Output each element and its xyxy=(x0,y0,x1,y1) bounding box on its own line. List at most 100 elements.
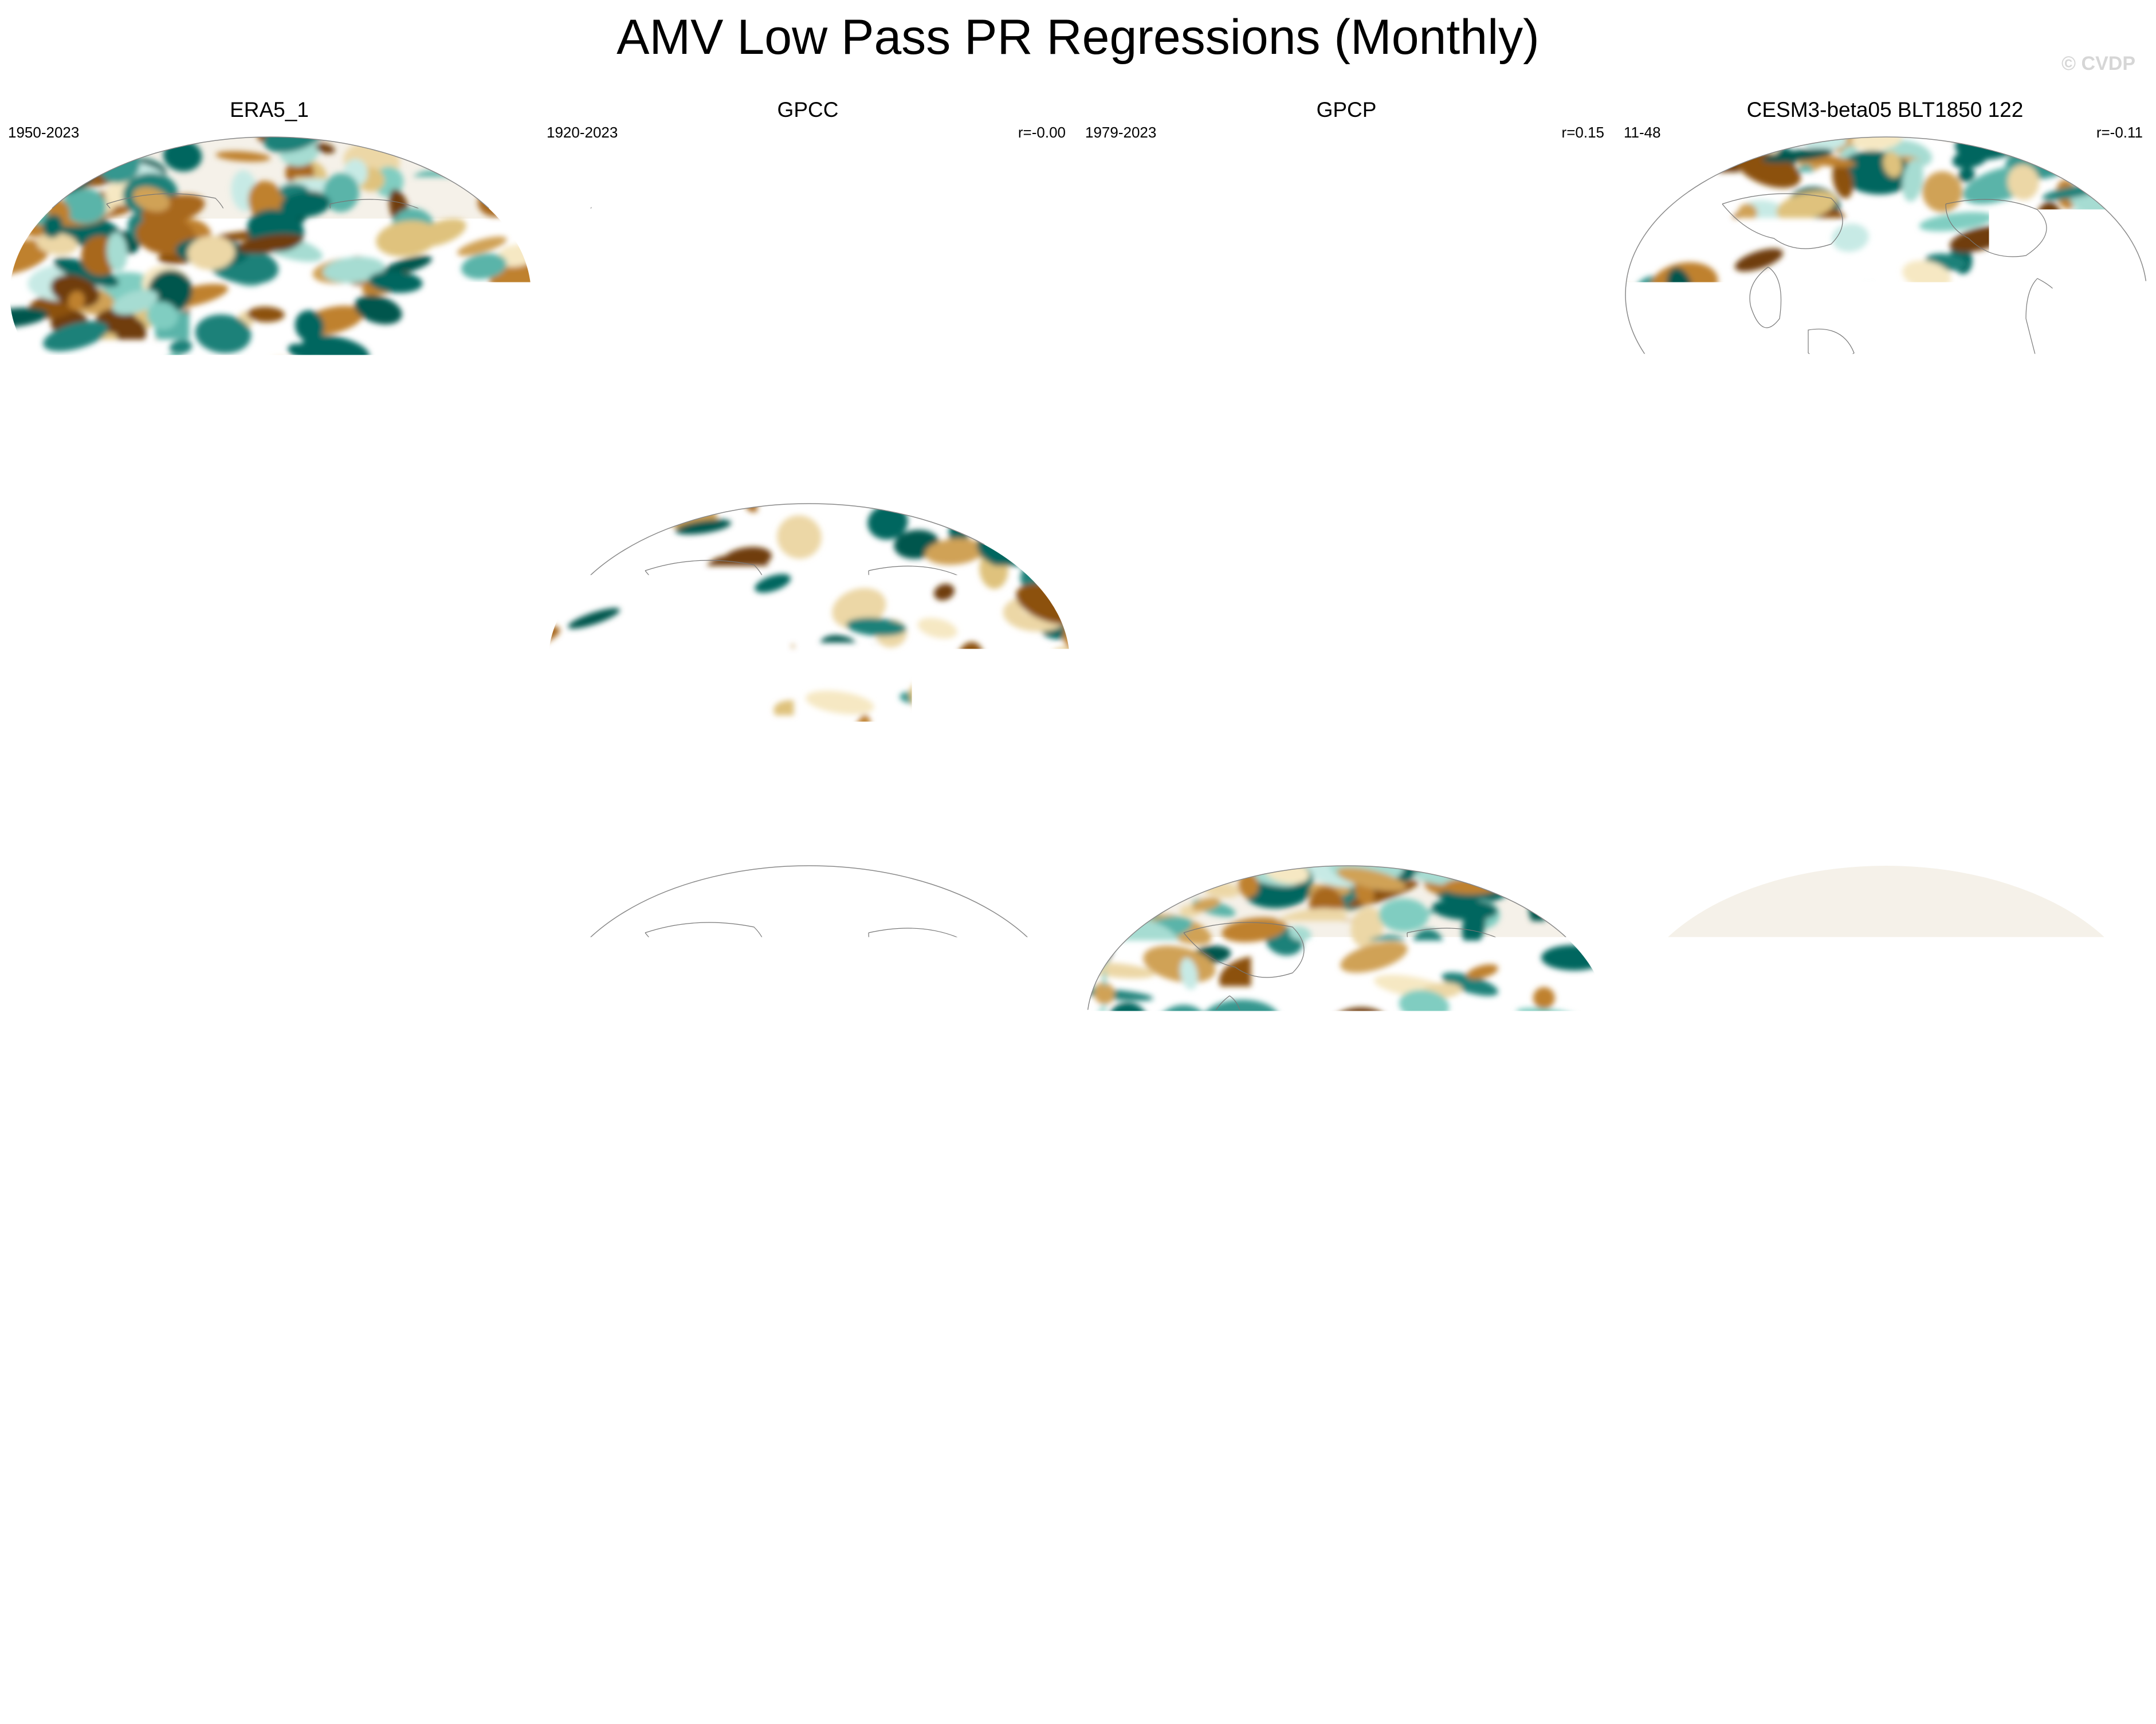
field-blob xyxy=(1019,211,1029,227)
field-blob xyxy=(987,1158,1023,1183)
field-blob xyxy=(683,289,709,299)
field-blob xyxy=(1644,1513,1666,1541)
field-blob xyxy=(9,1523,61,1543)
field-blob xyxy=(976,1227,1006,1272)
field-blob xyxy=(46,1164,107,1183)
field-blob xyxy=(548,502,594,517)
field-blob xyxy=(976,887,1003,899)
equatorial-band xyxy=(1457,282,1498,293)
field-blob xyxy=(1654,1130,1674,1166)
field-blob xyxy=(897,1225,935,1234)
field-blob xyxy=(996,195,1022,203)
field-blob xyxy=(418,1159,465,1183)
field-blob xyxy=(9,1051,15,1079)
field-blob xyxy=(1977,1528,2037,1544)
colorbar-box xyxy=(1360,1599,1430,1630)
field-blob xyxy=(422,806,474,820)
field-blob xyxy=(1639,780,1707,814)
field-blob xyxy=(1671,876,1711,914)
field-blob xyxy=(977,1242,1018,1266)
field-blob xyxy=(9,565,39,592)
field-blob xyxy=(1002,210,1010,217)
field-blob xyxy=(2040,1540,2065,1544)
field-blob xyxy=(548,1112,561,1148)
colorbar-box xyxy=(943,1599,1013,1630)
equatorial-band xyxy=(1459,1016,1494,1031)
map-panel: CESM2 piControl A 800-837 r=-0.12 xyxy=(1616,1187,2154,1554)
field-blob xyxy=(1086,568,1119,581)
field-blob xyxy=(434,1234,512,1269)
field-blob xyxy=(477,880,529,897)
field-blob xyxy=(1604,1409,1609,1428)
field-blob xyxy=(798,204,811,219)
field-blob xyxy=(1061,521,1070,543)
field-blob xyxy=(614,1514,634,1544)
field-blob xyxy=(1507,796,1578,820)
colorbar-boxes xyxy=(387,1599,1777,1630)
field-blob xyxy=(576,1523,626,1544)
panel-title: CESM2 piControl A xyxy=(1616,1187,2154,1212)
map-panel: CESM2 piControl D 1400-1437 r=0.00 xyxy=(0,1187,539,1554)
field-blob xyxy=(571,1158,625,1183)
field-blob xyxy=(9,359,36,372)
field-blob xyxy=(1086,502,1135,507)
field-blob xyxy=(2111,1164,2135,1179)
field-blob xyxy=(2053,140,2102,151)
map-panel: CESM3-beta05 BLT1850 122 11-48 r=-0.11 xyxy=(1616,97,2154,464)
panel-title: CESM3-beta04 BLT1850 116 xyxy=(1616,464,2154,489)
equatorial-band xyxy=(1983,289,2032,300)
field-blob xyxy=(1097,1494,1169,1544)
field-blob xyxy=(702,187,712,206)
field-blob xyxy=(2053,135,2088,151)
field-blob xyxy=(619,864,646,881)
field-blob xyxy=(9,556,43,590)
field-blob xyxy=(1588,1264,1609,1290)
field-blob xyxy=(164,446,203,454)
regression-map xyxy=(9,502,532,820)
field-blob xyxy=(2057,412,2104,447)
field-blob xyxy=(1019,531,1070,558)
field-blob xyxy=(941,273,958,279)
field-blob xyxy=(941,1161,1012,1183)
field-blob xyxy=(1496,441,1558,454)
field-blob xyxy=(927,268,935,276)
field-blob xyxy=(34,1257,71,1291)
field-blob xyxy=(505,147,532,158)
field-blob xyxy=(1102,868,1156,918)
field-blob xyxy=(1003,288,1011,304)
colorbar-box xyxy=(873,1599,943,1630)
field-blob xyxy=(1499,792,1566,820)
field-blob xyxy=(634,227,649,244)
field-blob xyxy=(548,1138,600,1176)
regression-map xyxy=(1086,864,1609,1183)
field-blob xyxy=(445,875,484,890)
field-blob xyxy=(9,406,52,432)
field-blob xyxy=(708,321,726,329)
field-blob xyxy=(563,898,584,909)
field-blob xyxy=(548,527,595,556)
colorbar-box xyxy=(665,1599,735,1630)
field-blob xyxy=(571,864,631,873)
map-panel: CESM2 piControl B 1000-1037 r=-0.08 xyxy=(1077,1187,1616,1554)
field-blob xyxy=(1548,805,1581,820)
field-blob xyxy=(881,204,904,211)
field-blob xyxy=(9,546,44,575)
regression-map xyxy=(548,502,1070,820)
field-blob xyxy=(2097,1470,2124,1510)
colorbar-box xyxy=(735,1599,804,1630)
field-blob xyxy=(2100,763,2126,799)
field-blob xyxy=(720,218,729,238)
field-blob xyxy=(671,296,688,306)
field-blob xyxy=(693,341,712,356)
field-blob xyxy=(867,210,894,217)
field-blob xyxy=(552,777,607,816)
field-blob xyxy=(9,875,53,918)
field-blob xyxy=(596,1527,621,1544)
field-blob xyxy=(1020,1169,1049,1183)
field-blob xyxy=(1087,1132,1157,1157)
field-blob xyxy=(841,228,852,235)
field-blob xyxy=(495,1240,525,1287)
field-blob xyxy=(130,443,179,454)
field-blob xyxy=(454,516,494,540)
field-blob xyxy=(582,1519,618,1544)
